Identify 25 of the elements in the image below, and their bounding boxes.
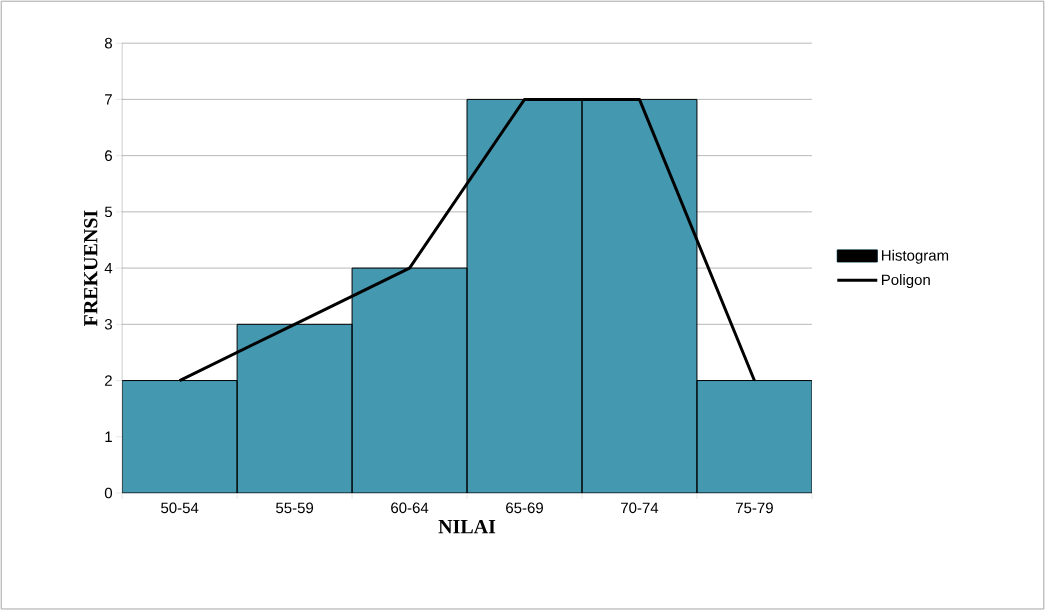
x-tick-label: 75-79	[736, 502, 773, 514]
y-tick-label: 7	[105, 94, 112, 105]
bar	[466, 98, 583, 493]
y-tick-label: 4	[104, 262, 113, 274]
x-tick-label: 50-54	[161, 502, 199, 514]
y-tick-label: 0	[104, 487, 113, 499]
bar	[122, 379, 238, 493]
x-tick-label: 60-64	[391, 502, 429, 514]
y-tick-label: 8	[104, 37, 112, 49]
x-axis-title: NILAI	[438, 519, 496, 534]
y-axis-title: FREKUENSI	[84, 210, 98, 326]
x-tick-label: 65-69	[506, 502, 543, 514]
bar	[236, 323, 353, 493]
bar	[351, 267, 468, 493]
y-tick-label: 3	[104, 318, 112, 330]
x-tick-label: 55-59	[276, 502, 314, 514]
y-tick-label: 2	[105, 375, 112, 386]
bar	[581, 98, 698, 493]
legend-label: Histogram	[881, 249, 949, 264]
x-tick-label: 70-74	[621, 502, 659, 514]
legend-label: Poligon	[881, 274, 930, 288]
y-tick-label: 5	[104, 206, 113, 218]
bar	[696, 379, 812, 493]
y-tick-label: 6	[105, 150, 112, 161]
y-tick-label: 1	[105, 431, 112, 442]
